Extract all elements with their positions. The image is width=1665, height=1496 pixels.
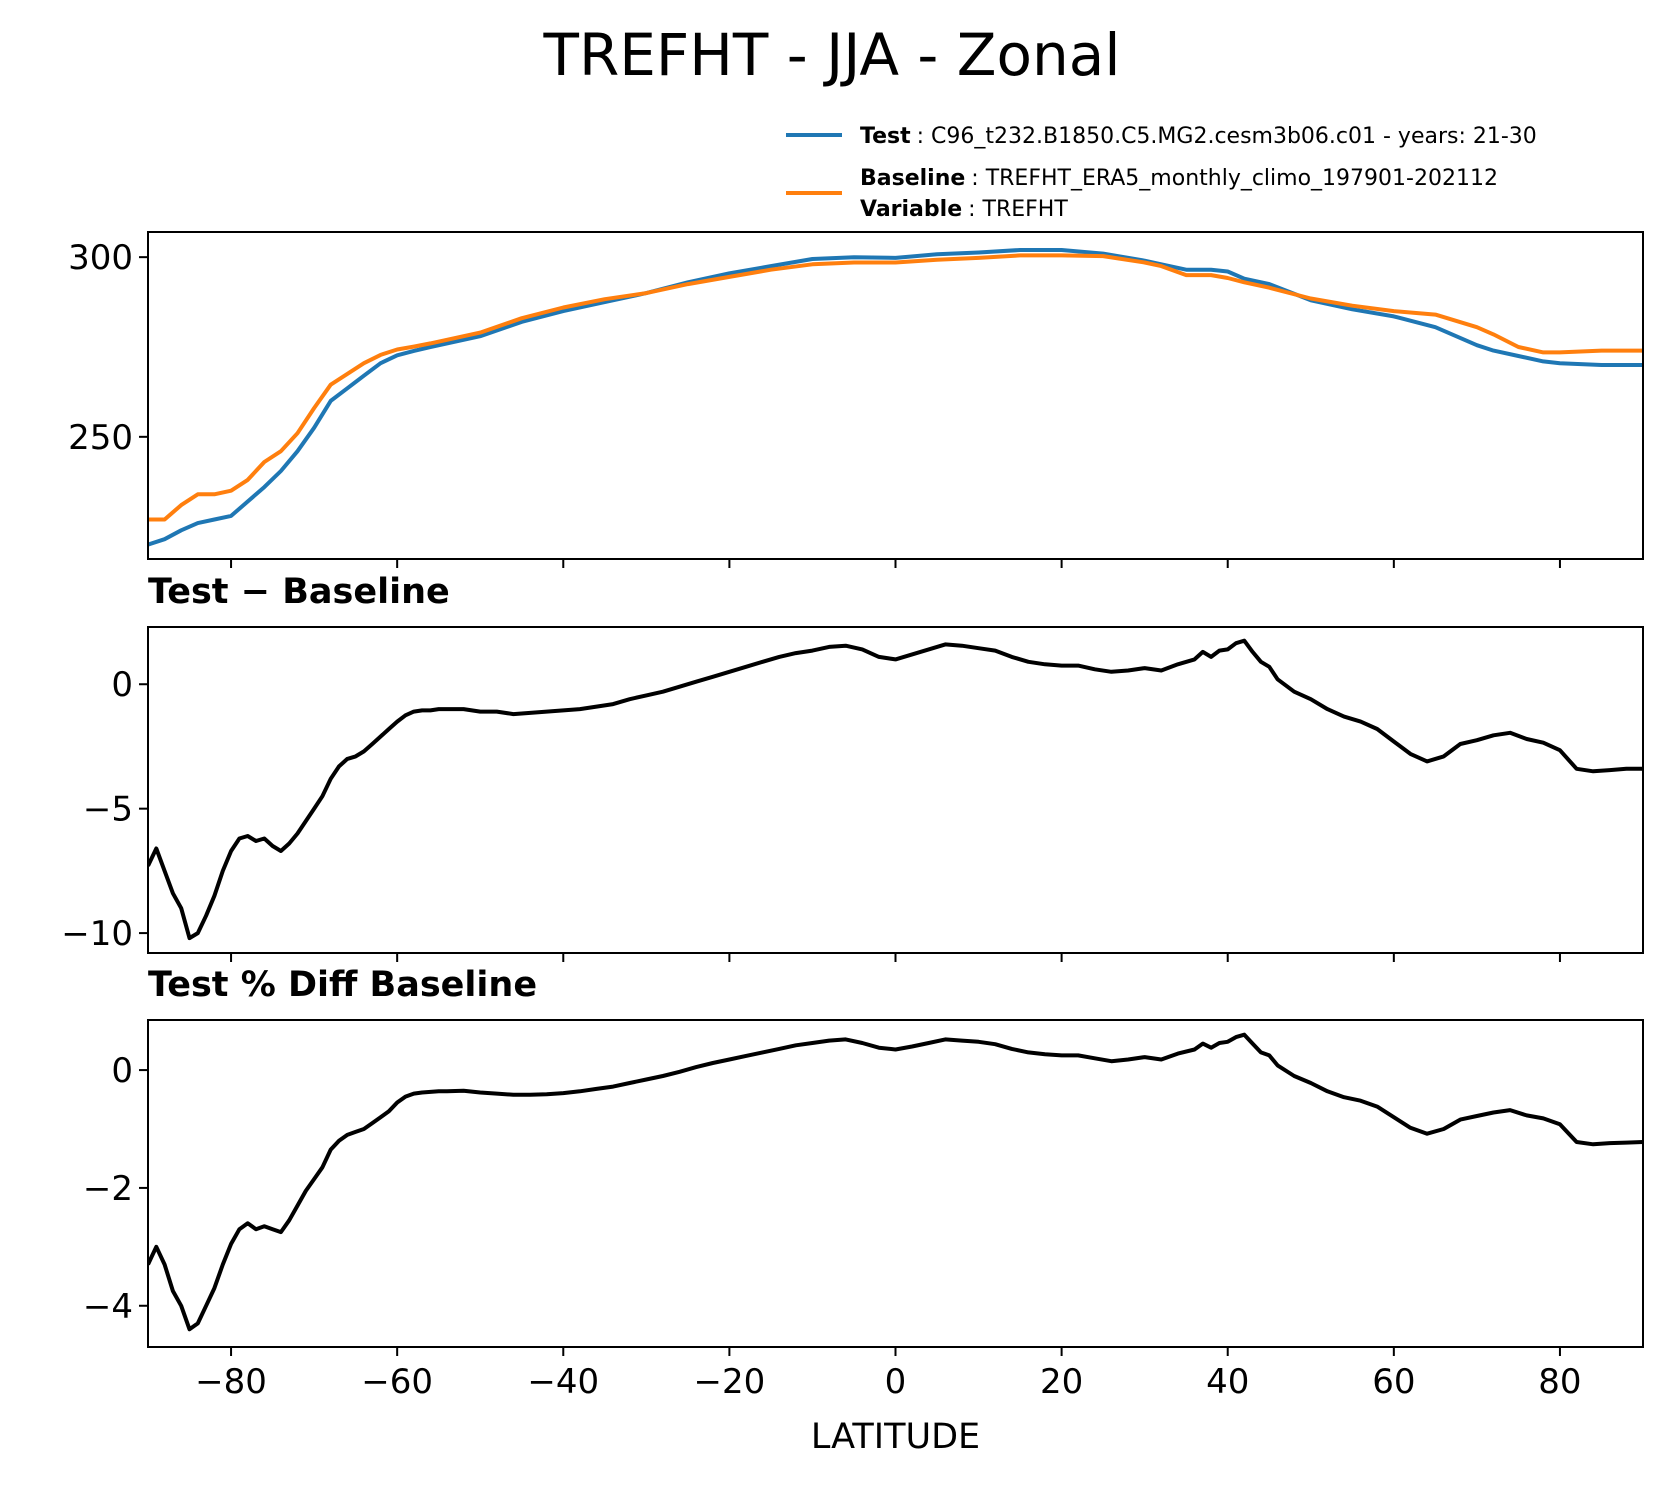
axes-frame	[147, 626, 1644, 954]
y-tick-label: −2	[83, 1169, 133, 1209]
x-tick-label: 80	[1538, 1362, 1581, 1402]
panel-test-minus-baseline: Test − Baseline −10 −5 0	[61, 572, 1644, 962]
legend-baseline-value: : TREFHT_ERA5_monthly_climo_197901-20211…	[971, 166, 1498, 191]
x-tick-label: −60	[361, 1362, 433, 1402]
svg-text:Baseline: TREFHT_ERA5_monthly_: Baseline: TREFHT_ERA5_monthly_climo_1979…	[860, 166, 1498, 191]
axes-frame	[147, 1019, 1644, 1348]
y-tick-label: 0	[111, 665, 133, 705]
x-tick-label: −80	[195, 1362, 267, 1402]
x-tick-label: −20	[694, 1362, 766, 1402]
panel-percent-diff: Test % Diff Baseline−4−20−80 −60 −40 −20 0 20…	[83, 965, 1644, 1457]
x-tick-label: 0	[885, 1362, 907, 1402]
x-tick-label: 20	[1040, 1362, 1083, 1402]
x-tick-label: 40	[1206, 1362, 1249, 1402]
series-line-diff	[148, 1032, 1643, 1332]
panel-title: Test − Baseline	[148, 572, 450, 612]
series-line-diff	[148, 638, 1643, 941]
legend-variable-value: : TREFHT	[968, 197, 1068, 222]
x-tick-label: −40	[527, 1362, 599, 1402]
chart-title: TREFHT - JJA - Zonal	[543, 21, 1121, 89]
legend-test-value: : C96_t232.B1850.C5.MG2.cesm3b06.c01 - y…	[917, 124, 1537, 149]
x-tick-label: 60	[1372, 1362, 1415, 1402]
y-tick-label: −4	[83, 1287, 133, 1327]
series-line-test	[148, 248, 1643, 547]
legend-variable-key: Variable	[860, 197, 962, 222]
axes-frame	[147, 231, 1644, 560]
svg-text:Variable: TREFHT: Variable: TREFHT	[860, 197, 1068, 222]
legend-test-key: Test	[860, 124, 911, 149]
legend: Test: C96_t232.B1850.C5.MG2.cesm3b06.c01…	[786, 124, 1537, 222]
svg-text:Test: C96_t232.B1850.C5.MG2.ce: Test: C96_t232.B1850.C5.MG2.cesm3b06.c01…	[860, 124, 1537, 149]
y-tick-label: 0	[111, 1051, 133, 1091]
y-tick-label: 250	[68, 418, 133, 458]
y-tick-label: −5	[83, 790, 133, 830]
series-line-baseline	[148, 253, 1643, 522]
y-tick-label: −10	[61, 914, 133, 954]
y-tick-label: 300	[68, 238, 133, 278]
panel-title: Test % Diff Baseline	[148, 965, 537, 1005]
panel-trefht: 250 300	[68, 231, 1644, 568]
x-axis-label: LATITUDE	[811, 1417, 980, 1457]
legend-baseline-key: Baseline	[860, 166, 965, 191]
